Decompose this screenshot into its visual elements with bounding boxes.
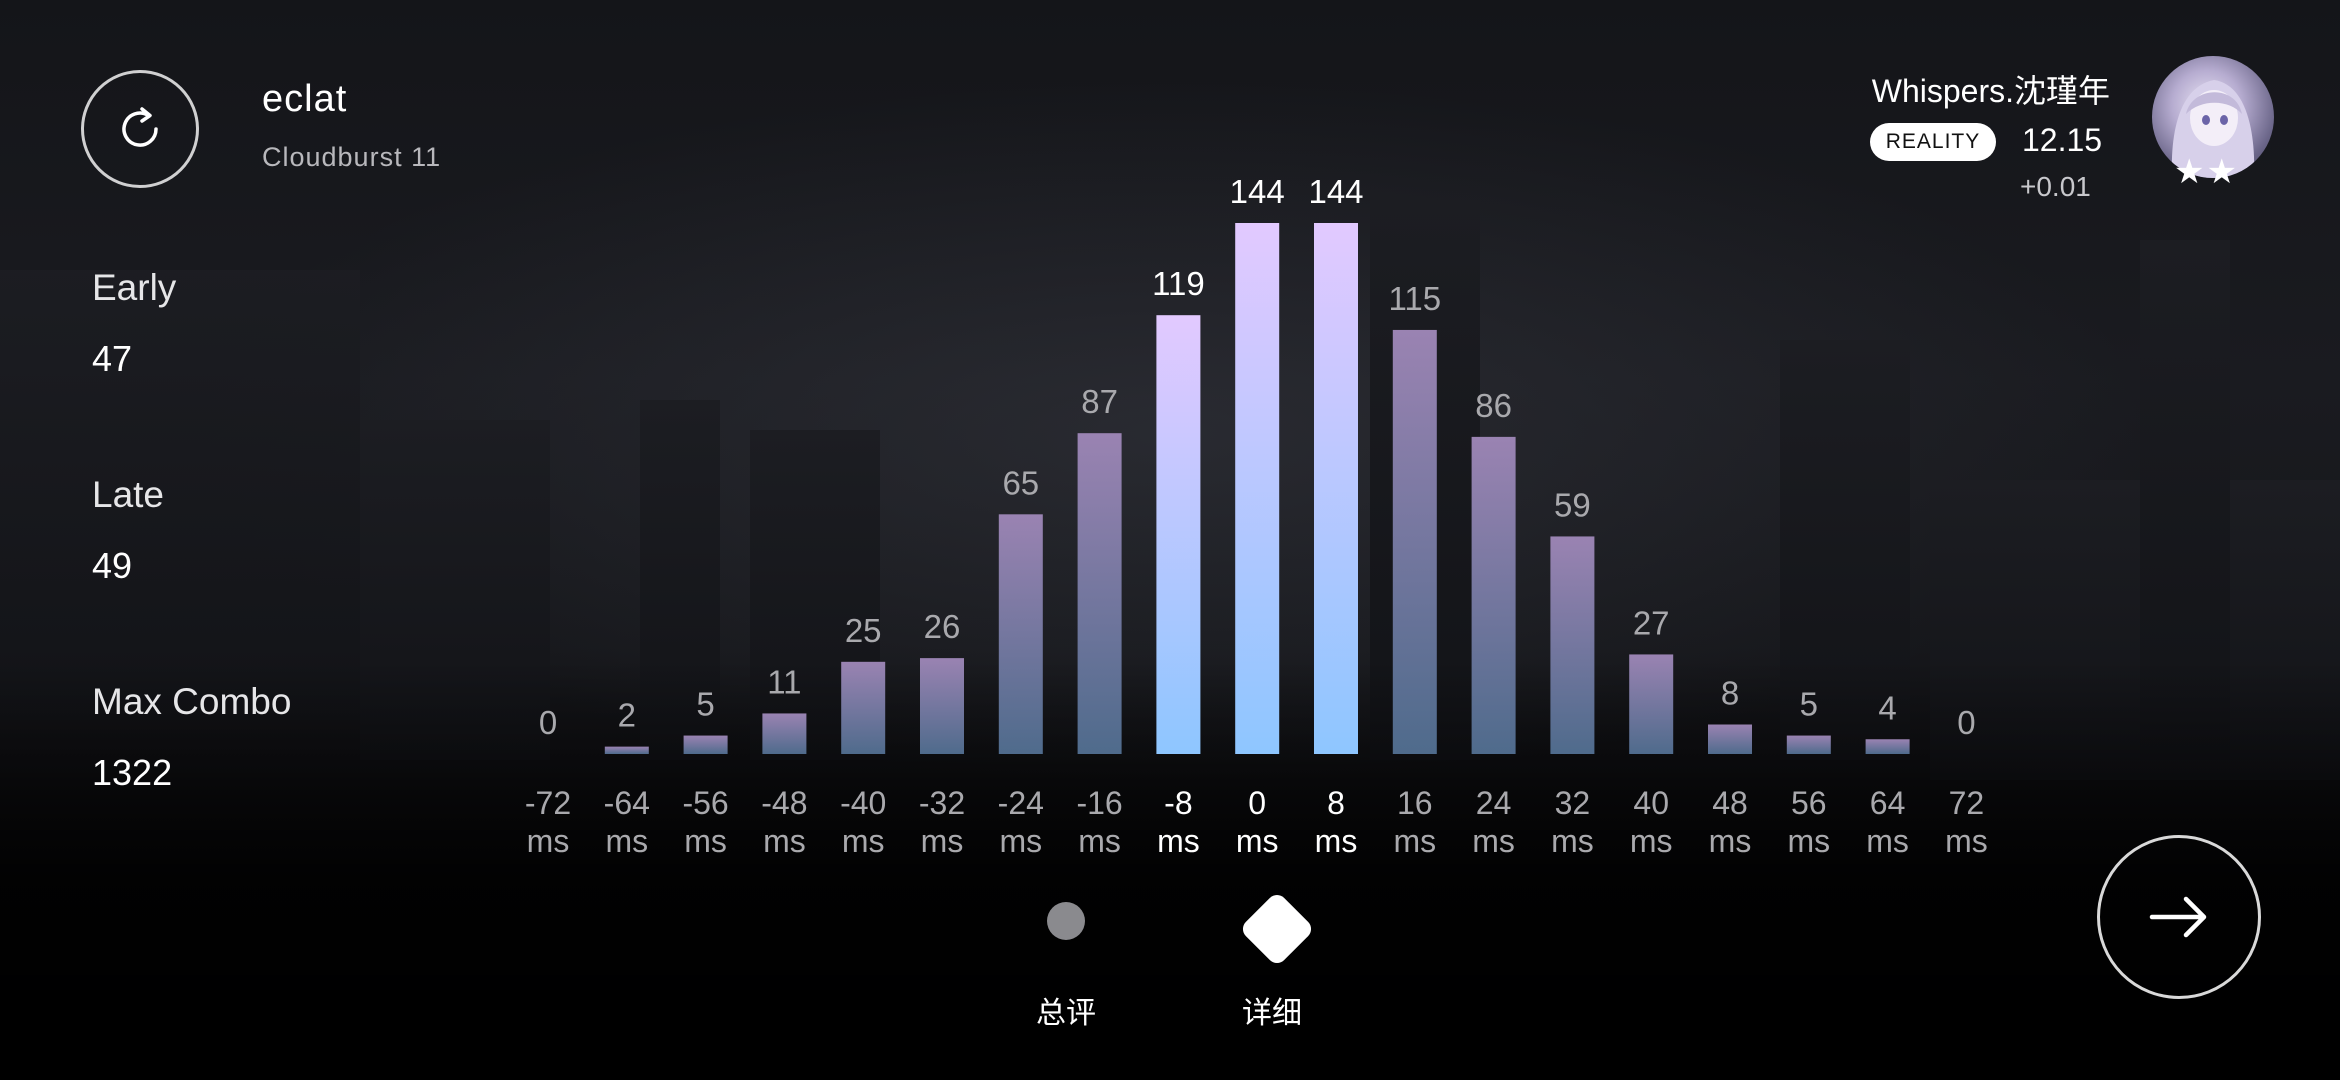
tick-label: -8 ms bbox=[1157, 785, 1200, 859]
histogram-bar bbox=[1629, 654, 1674, 754]
tick-label: 64 ms bbox=[1866, 785, 1909, 859]
bar-value-label: 25 bbox=[845, 612, 882, 649]
late-label: Late bbox=[92, 474, 165, 515]
max-combo-value: 1322 bbox=[92, 752, 173, 793]
histogram-bar bbox=[920, 658, 964, 754]
next-button[interactable] bbox=[2097, 835, 2261, 999]
tick-label: -56 ms bbox=[682, 785, 728, 859]
bar-value-label: 8 bbox=[1721, 675, 1739, 712]
bar-value-label: 65 bbox=[1002, 464, 1039, 501]
histogram-bar bbox=[683, 735, 728, 754]
avatar-portrait bbox=[2171, 80, 2255, 178]
histogram-bar bbox=[841, 661, 886, 754]
song-title: eclat bbox=[262, 78, 348, 120]
tick-label: -40 ms bbox=[840, 785, 886, 859]
bar-value-label: 87 bbox=[1081, 383, 1118, 420]
bar-value-label: 119 bbox=[1152, 265, 1205, 302]
tick-label: -48 ms bbox=[761, 785, 807, 859]
ranking-score: 12.15 bbox=[2022, 122, 2103, 158]
early-value: 47 bbox=[92, 338, 133, 379]
early-label: Early bbox=[92, 267, 177, 308]
bar-value-label: 86 bbox=[1475, 387, 1512, 424]
histogram-bar bbox=[1708, 724, 1752, 754]
tick-label: 48 ms bbox=[1709, 785, 1752, 859]
tick-label: 40 ms bbox=[1630, 785, 1673, 859]
bar-value-label: 0 bbox=[1957, 704, 1975, 741]
bar-value-label: 5 bbox=[696, 686, 714, 723]
reality-badge: REALITY bbox=[1870, 123, 1996, 161]
histogram-bar bbox=[998, 514, 1043, 754]
histogram-bar bbox=[762, 713, 807, 754]
histogram-bar bbox=[1077, 433, 1122, 754]
tick-label: -72 ms bbox=[525, 785, 571, 859]
tick-label: -64 ms bbox=[604, 785, 650, 859]
background-building bbox=[0, 270, 360, 720]
overview-mode-label[interactable]: 总评 bbox=[1036, 997, 1096, 1030]
bar-value-label: 27 bbox=[1633, 604, 1670, 641]
bar-value-label: 144 bbox=[1230, 173, 1285, 210]
histogram-bar bbox=[1392, 329, 1437, 754]
tick-label: 32 ms bbox=[1551, 785, 1594, 859]
late-value: 49 bbox=[92, 545, 133, 586]
overview-mode-icon[interactable] bbox=[1047, 902, 1085, 940]
histogram-bar bbox=[604, 746, 649, 754]
bar-value-label: 2 bbox=[618, 697, 636, 734]
histogram-bar bbox=[1865, 739, 1910, 754]
histogram-bar bbox=[1786, 735, 1831, 754]
tick-label: 56 ms bbox=[1787, 785, 1830, 859]
histogram-bar bbox=[1156, 315, 1201, 754]
tick-label: -32 ms bbox=[919, 785, 965, 859]
tick-label: -16 ms bbox=[1076, 785, 1122, 859]
tick-label: 0 ms bbox=[1236, 785, 1279, 859]
histogram-bar bbox=[1550, 536, 1595, 754]
tick-label: -24 ms bbox=[998, 785, 1044, 859]
histogram-bar bbox=[1314, 223, 1358, 754]
bar-value-label: 26 bbox=[924, 608, 961, 645]
song-difficulty: Cloudburst 11 bbox=[262, 142, 442, 172]
ranking-score-delta: +0.01 bbox=[2020, 171, 2091, 202]
tick-label: 16 ms bbox=[1393, 785, 1436, 859]
replay-icon bbox=[122, 107, 158, 147]
bar-value-label: 5 bbox=[1800, 686, 1818, 723]
arrow-right-icon bbox=[2149, 896, 2207, 938]
player-name: Whispers.沈瑾年 bbox=[1871, 73, 2110, 109]
avatar[interactable] bbox=[2152, 56, 2274, 178]
timing-histogram: 0 -72 ms 2 -64 ms 5 -56 ms 11 -48 ms 25 -40 ms 26 -32 ms 6… bbox=[525, 173, 1988, 859]
tick-label: 24 ms bbox=[1472, 785, 1515, 859]
rating-stars: ★★ bbox=[2174, 153, 2239, 191]
bar-value-label: 0 bbox=[539, 704, 557, 741]
bar-value-label: 115 bbox=[1388, 280, 1441, 317]
histogram-bar bbox=[1235, 223, 1280, 754]
tick-label: 8 ms bbox=[1315, 785, 1358, 859]
bar-value-label: 4 bbox=[1878, 689, 1896, 726]
histogram-bar bbox=[1471, 436, 1516, 754]
tick-label: 72 ms bbox=[1945, 785, 1988, 859]
bar-value-label: 59 bbox=[1554, 486, 1591, 523]
detail-mode-label[interactable]: 详细 bbox=[1242, 997, 1302, 1030]
max-combo-label: Max Combo bbox=[92, 681, 292, 722]
replay-button[interactable] bbox=[81, 70, 199, 188]
bar-value-label: 11 bbox=[767, 663, 801, 700]
bar-value-label: 144 bbox=[1308, 173, 1363, 210]
